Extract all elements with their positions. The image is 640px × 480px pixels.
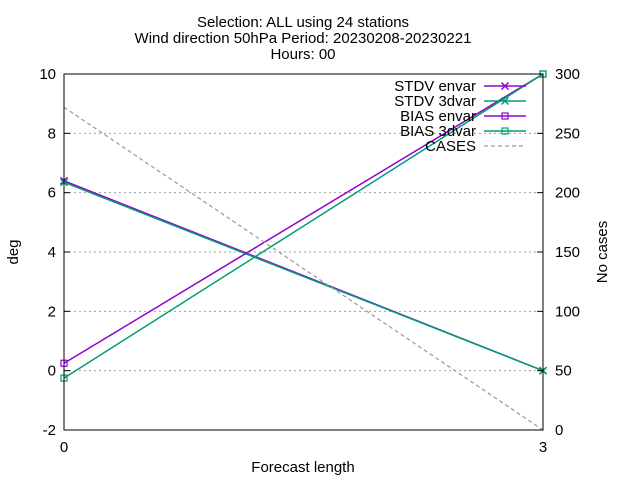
y-tick-label: 10 bbox=[39, 66, 56, 83]
y2-tick-label: 0 bbox=[555, 422, 563, 439]
title-line-1: Selection: ALL using 24 stations bbox=[197, 14, 409, 31]
legend-label: STDV 3dvar bbox=[394, 93, 476, 110]
y2-tick-label: 100 bbox=[555, 303, 580, 320]
y-tick-label: 0 bbox=[48, 363, 56, 380]
y2-tick-label: 50 bbox=[555, 363, 572, 380]
y2-tick-label: 250 bbox=[555, 125, 580, 142]
legend-label: BIAS envar bbox=[400, 108, 476, 125]
series-line bbox=[63, 73, 544, 364]
title-line-3: Hours: 00 bbox=[270, 46, 335, 63]
legend-marker bbox=[501, 127, 509, 135]
series-line bbox=[63, 73, 544, 379]
y-tick-label: 8 bbox=[48, 125, 56, 142]
series-4 bbox=[63, 106, 544, 431]
y2-tick-label: 300 bbox=[555, 66, 580, 83]
y-tick-label: 2 bbox=[48, 303, 56, 320]
x-tick-label: 0 bbox=[60, 439, 68, 456]
legend-label: CASES bbox=[425, 138, 476, 155]
legend-marker bbox=[500, 96, 510, 106]
title-line-2: Wind direction 50hPa Period: 20230208-20… bbox=[135, 30, 472, 47]
y-axis-label: deg bbox=[5, 239, 22, 264]
y2-tick-label: 200 bbox=[555, 185, 580, 202]
legend-label: STDV envar bbox=[394, 78, 476, 95]
legend-marker bbox=[500, 81, 510, 91]
series-line bbox=[63, 106, 544, 431]
series-line bbox=[63, 181, 544, 372]
y-tick-label: 6 bbox=[48, 185, 56, 202]
legend-label: BIAS 3dvar bbox=[400, 123, 476, 140]
y2-axis-label: No cases bbox=[594, 221, 611, 284]
y-tick-label: -2 bbox=[43, 422, 56, 439]
grid bbox=[64, 132, 543, 372]
x-axis-label: Forecast length bbox=[251, 459, 354, 476]
x-tick-label: 3 bbox=[539, 439, 547, 456]
y2-tick-label: 150 bbox=[555, 244, 580, 261]
chart-title: Selection: ALL using 24 stations Wind di… bbox=[135, 14, 472, 63]
legend-marker bbox=[501, 112, 509, 120]
y-tick-label: 4 bbox=[48, 244, 56, 261]
